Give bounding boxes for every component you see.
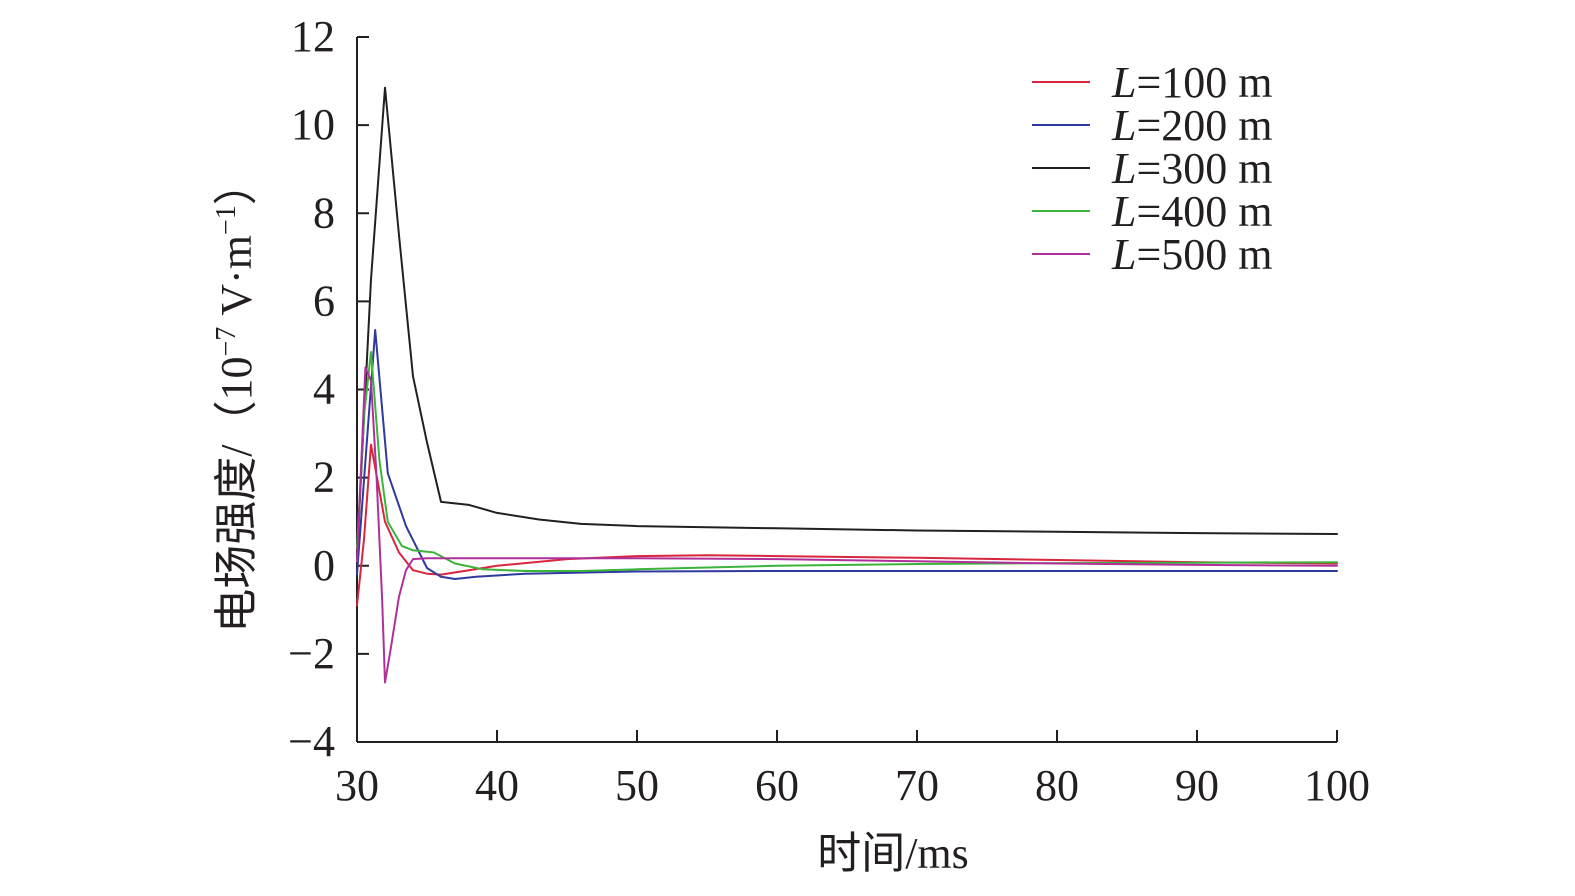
legend-label-italic: L (1111, 101, 1136, 150)
y-tick-label: 2 (313, 453, 335, 502)
legend-label-italic: L (1111, 144, 1136, 193)
y-tick-label: 12 (291, 12, 335, 61)
y-tick-label: 10 (291, 100, 335, 149)
series-line (356, 443, 1338, 607)
legend-label: L=400 m (1111, 187, 1273, 236)
series-line (356, 366, 1338, 684)
legend-label-rest: =100 m (1136, 58, 1272, 107)
y-tick-label: 4 (313, 365, 335, 414)
series-line (356, 329, 1338, 580)
x-tick-label: 60 (755, 761, 799, 810)
y-tick-label: −4 (288, 717, 335, 766)
y-axis-title-exp2: −1 (211, 205, 242, 235)
legend-label-italic: L (1111, 230, 1136, 279)
x-tick-label: 70 (895, 761, 939, 810)
x-tick-label: 40 (475, 761, 519, 810)
legend-label: L=200 m (1111, 101, 1273, 150)
legend-label-rest: =300 m (1136, 144, 1272, 193)
x-ticks: 30 40 50 60 70 80 90 100 (335, 730, 1370, 810)
legend: L=100 mL=200 mL=300 mL=400 mL=500 m (1032, 58, 1273, 279)
x-tick-label: 90 (1175, 761, 1219, 810)
x-tick-label: 50 (615, 761, 659, 810)
y-ticks: −4 −2 0 2 4 6 8 10 12 (288, 12, 369, 766)
y-axis-title-end: ） (212, 161, 261, 205)
legend-label-italic: L (1111, 58, 1136, 107)
y-tick-label: −2 (288, 629, 335, 678)
legend-label-rest: =400 m (1136, 187, 1272, 236)
legend-label-rest: =500 m (1136, 230, 1272, 279)
y-tick-label: 8 (313, 188, 335, 237)
legend-label: L=300 m (1111, 144, 1273, 193)
x-tick-label: 30 (335, 761, 379, 810)
y-axis-title: 电场强度/（10−7 V·m−1） (211, 161, 261, 632)
series-line (356, 86, 1338, 558)
y-axis-title-main: 电场强度/（10 (212, 357, 261, 633)
series-line (356, 351, 1338, 572)
x-tick-label: 80 (1035, 761, 1079, 810)
y-axis-title-exp1: −7 (211, 327, 242, 357)
legend-label: L=500 m (1111, 230, 1273, 279)
y-tick-label: 0 (313, 541, 335, 590)
y-axis-title-mid: V·m (212, 235, 261, 327)
legend-label: L=100 m (1111, 58, 1273, 107)
x-axis-title: 时间/ms (817, 829, 969, 878)
y-tick-label: 6 (313, 276, 335, 325)
x-tick-label: 100 (1304, 761, 1370, 810)
legend-label-italic: L (1111, 187, 1136, 236)
legend-label-rest: =200 m (1136, 101, 1272, 150)
series-group (356, 86, 1338, 684)
